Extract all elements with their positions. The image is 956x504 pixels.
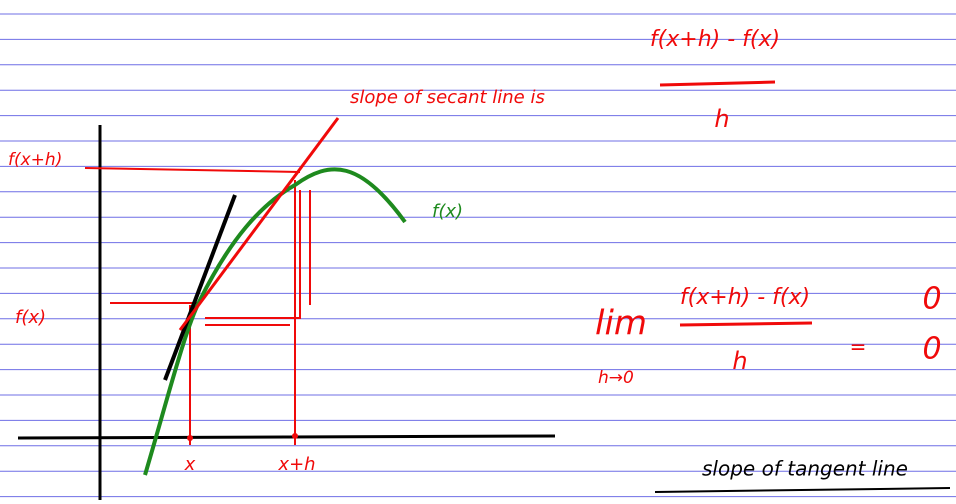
axis-label: x (184, 454, 196, 475)
tangent-label: slope of tangent line (702, 457, 908, 481)
limit-subscript: h→0 (598, 368, 634, 388)
tangent-line (165, 195, 235, 380)
equals: = (850, 335, 867, 359)
x-axis (18, 436, 555, 438)
note-page: f(x+h) f(x) x x+h f(x) slope of secant l… (0, 0, 956, 504)
fraction-bar (660, 82, 775, 85)
guide-line (85, 168, 300, 172)
fraction-numerator: f(x+h) - f(x) (650, 27, 780, 52)
point (292, 433, 298, 439)
axis-label: f(x+h) (8, 150, 62, 170)
annotation: slope of secant line is (350, 87, 545, 108)
limit-label: lim (595, 304, 647, 344)
fraction-denominator: h (714, 105, 729, 133)
underline (655, 488, 950, 492)
axis-label: f(x) (15, 307, 46, 328)
secant-line (180, 118, 338, 330)
point (187, 435, 193, 441)
fraction-denominator: h (732, 347, 747, 375)
result-denominator: 0 (922, 332, 941, 367)
result-numerator: 0 (922, 282, 941, 317)
fraction-bar (680, 323, 812, 325)
axis-label: x+h (277, 454, 315, 475)
fraction-numerator: f(x+h) - f(x) (680, 285, 810, 310)
curve-label: f(x) (432, 201, 463, 222)
